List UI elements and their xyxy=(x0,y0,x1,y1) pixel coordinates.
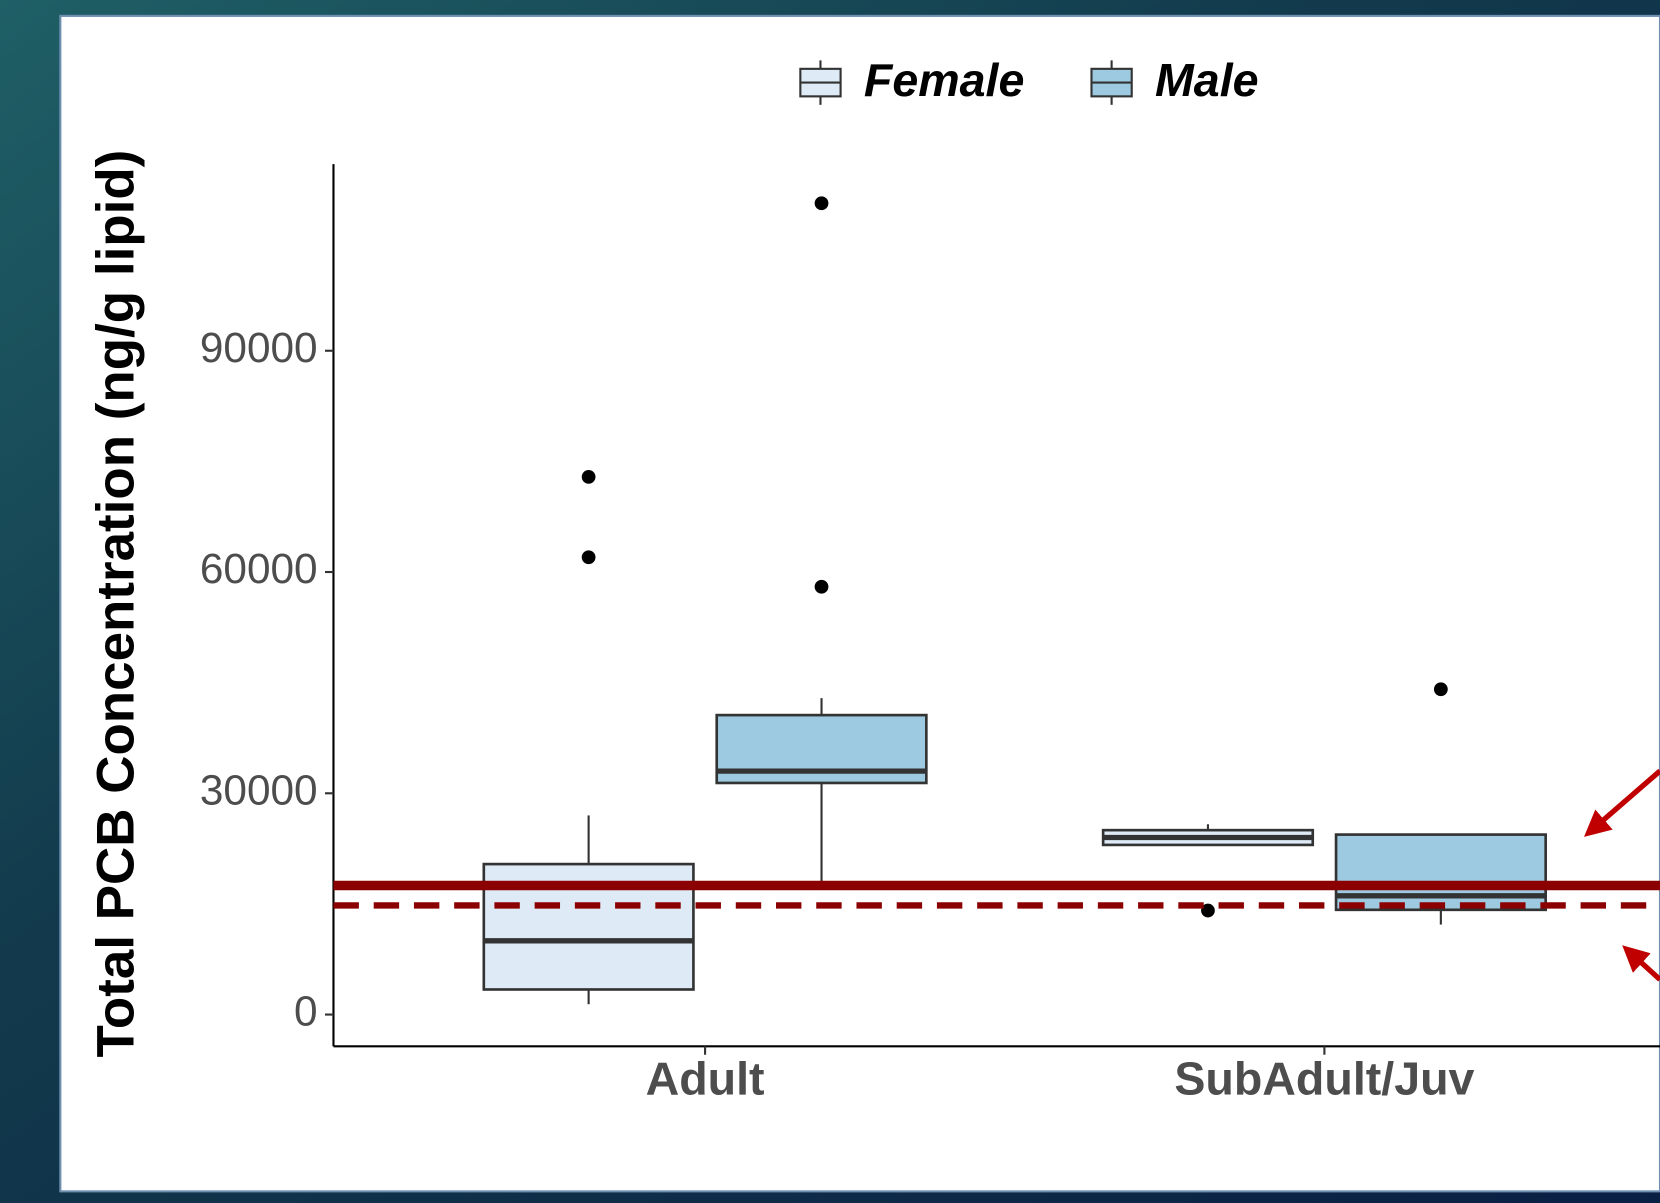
y-tick-label: 60000 xyxy=(200,545,318,592)
outlier xyxy=(582,550,596,564)
y-tick-label: 90000 xyxy=(200,324,318,371)
outlier xyxy=(815,196,829,210)
y-tick-label: 0 xyxy=(294,988,318,1035)
y-tick-label: 30000 xyxy=(200,766,318,813)
outlier xyxy=(815,580,829,594)
legend-label: Male xyxy=(1155,54,1259,106)
legend-label: Female xyxy=(864,54,1025,106)
box xyxy=(1336,835,1546,910)
outlier xyxy=(1434,682,1448,696)
x-tick-label: Adult xyxy=(646,1053,765,1105)
outlier xyxy=(582,470,596,484)
x-tick-label: SubAdult/Juv xyxy=(1174,1053,1474,1105)
y-axis-title: Total PCB Concentration (ng/g lipid) xyxy=(87,150,146,1058)
slide: Total PCB Concentration (ng/g lipid) 0 30… xyxy=(0,0,1660,1203)
